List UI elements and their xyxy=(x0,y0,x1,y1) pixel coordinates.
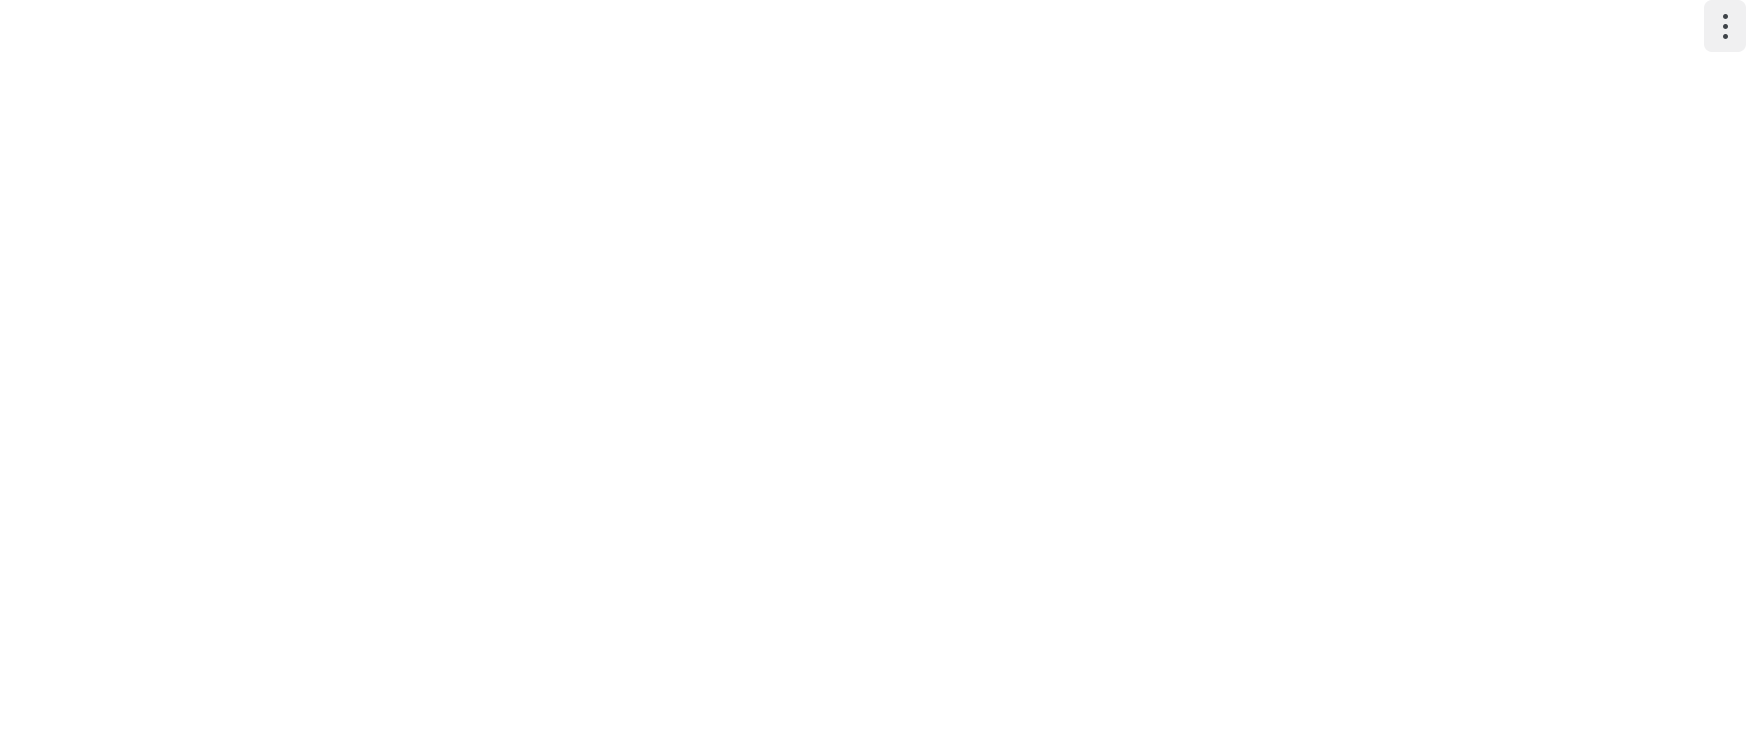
chart-svg[interactable] xyxy=(0,52,1746,734)
time-series-chart[interactable] xyxy=(0,52,1746,734)
panel-menu-button[interactable] xyxy=(1704,0,1746,52)
kebab-vertical-icon xyxy=(1722,13,1728,39)
